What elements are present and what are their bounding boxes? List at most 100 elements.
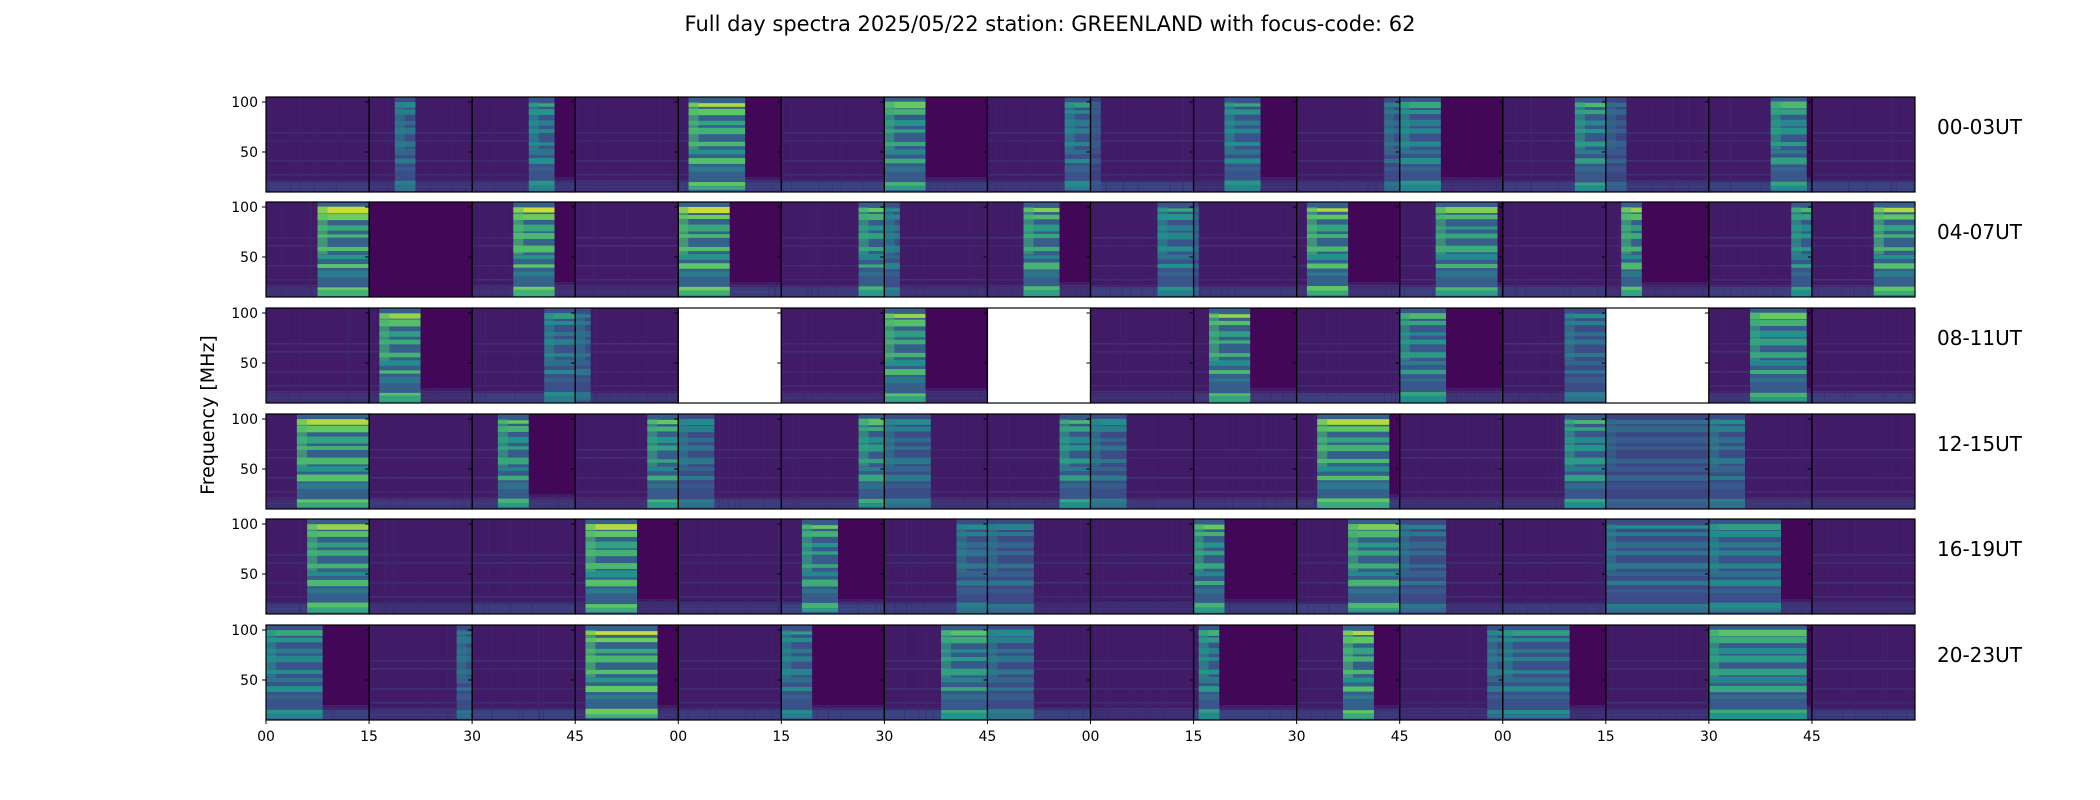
texture-line	[659, 97, 661, 192]
burst-edge	[1090, 419, 1101, 467]
texture-line	[1596, 519, 1598, 614]
burst-band	[1399, 184, 1441, 192]
burst-edge	[1435, 207, 1446, 255]
texture-line	[461, 414, 463, 509]
burst-band	[528, 185, 555, 191]
burst-band	[956, 524, 988, 530]
background-line	[1193, 449, 1297, 451]
burst-band	[688, 120, 746, 126]
texture-line	[588, 202, 590, 297]
burst-band	[1564, 474, 1606, 482]
texture-line	[310, 202, 312, 297]
texture-line	[1555, 414, 1557, 509]
texture-line	[637, 414, 639, 509]
burst-band	[1348, 579, 1400, 587]
burst-band	[801, 602, 838, 610]
background-line	[1090, 602, 1194, 604]
texture-line	[429, 97, 431, 192]
background-line	[1193, 279, 1297, 281]
burst-band	[394, 109, 416, 115]
background-line	[369, 132, 473, 134]
panel-background	[1811, 519, 1915, 614]
panel-background	[575, 308, 679, 403]
texture-line	[1296, 414, 1298, 509]
burst-band	[1306, 214, 1349, 220]
burst-band	[1193, 272, 1199, 276]
burst-band	[1574, 166, 1606, 172]
burst-band	[296, 483, 370, 489]
burst-band	[647, 426, 679, 432]
burst-edge	[544, 313, 555, 361]
burst-edge	[781, 630, 792, 678]
background-line	[1811, 554, 1915, 556]
texture-line	[1530, 97, 1532, 192]
spectrogram-panel	[575, 625, 679, 720]
texture-line	[1221, 97, 1223, 192]
texture-line	[777, 519, 779, 614]
burst-band	[956, 570, 988, 578]
burst-band	[941, 710, 988, 714]
texture-line	[1033, 625, 1035, 720]
background-line	[1502, 582, 1606, 584]
burst-band	[884, 426, 931, 432]
burst-band	[296, 474, 370, 482]
background-line	[369, 688, 473, 690]
texture-line	[313, 97, 315, 192]
background-line	[1296, 160, 1400, 162]
burst-band	[987, 629, 1034, 637]
texture-line	[1403, 202, 1405, 297]
background-line	[266, 343, 370, 345]
burst-band	[1564, 437, 1606, 443]
burst-band	[1317, 466, 1390, 472]
burst-band	[1193, 580, 1225, 586]
quiet-region	[925, 308, 988, 388]
burst-edge	[1621, 207, 1632, 255]
burst-band	[941, 630, 988, 636]
burst-band	[678, 466, 715, 472]
burst-band	[1750, 330, 1807, 338]
burst-edge	[941, 630, 952, 678]
background-line	[1090, 708, 1194, 710]
texture-line	[778, 519, 780, 614]
background-line	[575, 132, 679, 134]
noise-band	[1090, 710, 1194, 720]
burst-band	[1090, 185, 1101, 191]
burst-band	[1564, 320, 1606, 326]
burst-band	[1708, 709, 1807, 715]
texture-line	[596, 414, 598, 509]
background-line	[678, 688, 782, 690]
burst-band	[1399, 369, 1447, 375]
burst-band	[858, 482, 885, 490]
background-line	[1708, 160, 1812, 162]
quiet-region	[1389, 414, 1400, 494]
x-tick-label: 30	[1700, 729, 1718, 745]
burst-band	[884, 483, 931, 489]
burst-band	[1224, 128, 1261, 134]
burst-band	[1564, 370, 1606, 374]
burst-band	[1605, 532, 1709, 536]
spectrogram-panel	[884, 97, 988, 192]
burst-edge	[266, 630, 276, 678]
noise-band	[1605, 182, 1709, 192]
burst-band	[781, 656, 813, 662]
burst-band	[941, 649, 988, 653]
texture-line	[807, 202, 809, 297]
background-line	[678, 457, 782, 459]
burst-band	[1605, 165, 1627, 173]
burst-band	[1023, 255, 1060, 259]
burst-band	[858, 444, 885, 452]
burst-band	[801, 564, 838, 568]
background-line	[1811, 371, 1915, 373]
texture-line	[1043, 414, 1045, 509]
burst-band	[1770, 101, 1807, 109]
empty-panel	[678, 308, 782, 403]
texture-line	[793, 414, 795, 509]
burst-band	[1399, 564, 1447, 568]
texture-line	[1514, 202, 1516, 297]
background-line	[1090, 160, 1194, 162]
burst-band	[858, 272, 885, 276]
x-tick-label: 15	[1597, 729, 1615, 745]
texture-line	[475, 308, 477, 403]
texture-line	[903, 625, 905, 720]
burst-edge	[987, 630, 998, 678]
